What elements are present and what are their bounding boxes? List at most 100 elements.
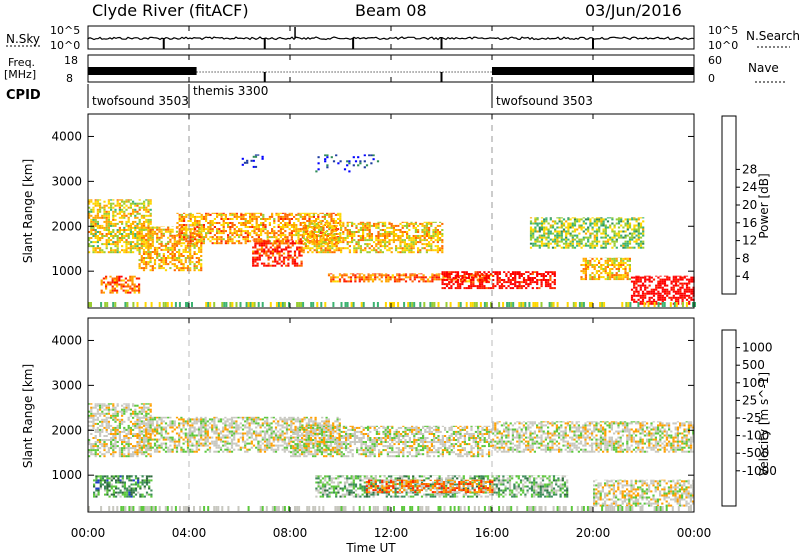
power-cell [595, 230, 599, 233]
power-cell [529, 220, 533, 223]
power-cell [111, 279, 114, 282]
power-cell [105, 247, 108, 250]
power-cell [116, 199, 119, 201]
power-cell [149, 218, 152, 221]
power-cell [593, 238, 596, 241]
power-cell [178, 238, 181, 241]
power-cell [470, 273, 473, 275]
velocity-cell [121, 430, 124, 433]
power-cell [255, 232, 258, 235]
power-cell [384, 245, 387, 248]
power-cell [399, 251, 402, 254]
power-cell [635, 290, 638, 293]
power-cell [584, 268, 587, 270]
power-cell [538, 236, 541, 239]
velocity-cell [123, 481, 126, 484]
power-cell [538, 240, 541, 243]
power-cell [183, 215, 186, 218]
power-cell [134, 220, 137, 223]
power-cell [358, 278, 361, 281]
power-cell [366, 233, 369, 235]
power-cell [126, 302, 129, 307]
velocity-cell [156, 440, 159, 443]
power-cell [384, 243, 387, 246]
power-cell [639, 276, 642, 279]
power-cell [222, 238, 225, 241]
velocity-cell [140, 408, 143, 411]
velocity-cell [134, 445, 137, 448]
power-cell [193, 263, 196, 266]
power-cell [635, 286, 638, 289]
velocity-cell [94, 455, 97, 458]
power-cell [540, 283, 543, 286]
power-cell [320, 249, 323, 252]
power-cell [300, 242, 303, 245]
power-cell [164, 263, 168, 266]
power-cell [121, 208, 124, 211]
power-cell [536, 230, 539, 233]
power-cell [492, 287, 495, 290]
power-cell [567, 230, 570, 233]
power-cell [229, 213, 232, 216]
power-cell [363, 276, 366, 279]
power-cell [498, 279, 501, 281]
power-cell [300, 248, 303, 251]
power-cell [107, 206, 110, 209]
velocity-cell [134, 487, 138, 490]
power-cell [573, 224, 577, 227]
power-cell [353, 247, 356, 250]
power-cell [392, 233, 395, 235]
velocity-cell [132, 453, 135, 456]
velocity-cell [136, 420, 139, 423]
power-cell [374, 273, 377, 275]
power-cell [258, 248, 261, 251]
power-cell [118, 277, 121, 280]
power-cell [268, 215, 271, 218]
velocity-cell [107, 408, 110, 411]
power-cell [254, 260, 257, 263]
power-cell [220, 236, 223, 239]
power-cell [624, 236, 627, 239]
power-cell [655, 292, 658, 295]
power-cell [333, 237, 336, 239]
power-cell [282, 226, 285, 228]
velocity-cell [112, 403, 115, 405]
velocity-cell [114, 437, 117, 439]
velocity-cell [156, 450, 159, 453]
velocity-cell [96, 403, 99, 405]
power-cell [189, 255, 192, 257]
power-cell [213, 212, 216, 214]
velocity-cell [114, 435, 117, 437]
power-cell [321, 238, 324, 241]
velocity-cell [121, 447, 124, 450]
power-cell [112, 237, 115, 239]
power-cell [390, 231, 393, 233]
power-cell [434, 235, 437, 237]
power-cell [328, 215, 331, 218]
power-cell [433, 274, 436, 277]
power-cell [536, 244, 539, 247]
power-cell [344, 229, 347, 231]
power-cell [131, 287, 134, 290]
velocity-cell [96, 439, 99, 441]
power-cell [133, 275, 136, 278]
power-cell [291, 262, 294, 265]
power-cell [540, 220, 544, 223]
power-cell [307, 233, 310, 235]
velocity-cell [134, 426, 137, 429]
power-cell [116, 200, 119, 203]
power-cell [598, 278, 601, 281]
power-cell [275, 302, 278, 307]
power-cell [229, 232, 232, 235]
power-cell [388, 231, 391, 233]
power-cell [549, 277, 552, 279]
power-cell [90, 214, 93, 217]
velocity-cell [149, 408, 152, 411]
power-cell [147, 218, 150, 221]
velocity-cell [103, 441, 106, 443]
power-cell [436, 241, 439, 244]
velocity-cell [147, 449, 150, 452]
power-cell [164, 230, 168, 233]
power-cell [589, 220, 592, 223]
power-cell [538, 230, 541, 233]
